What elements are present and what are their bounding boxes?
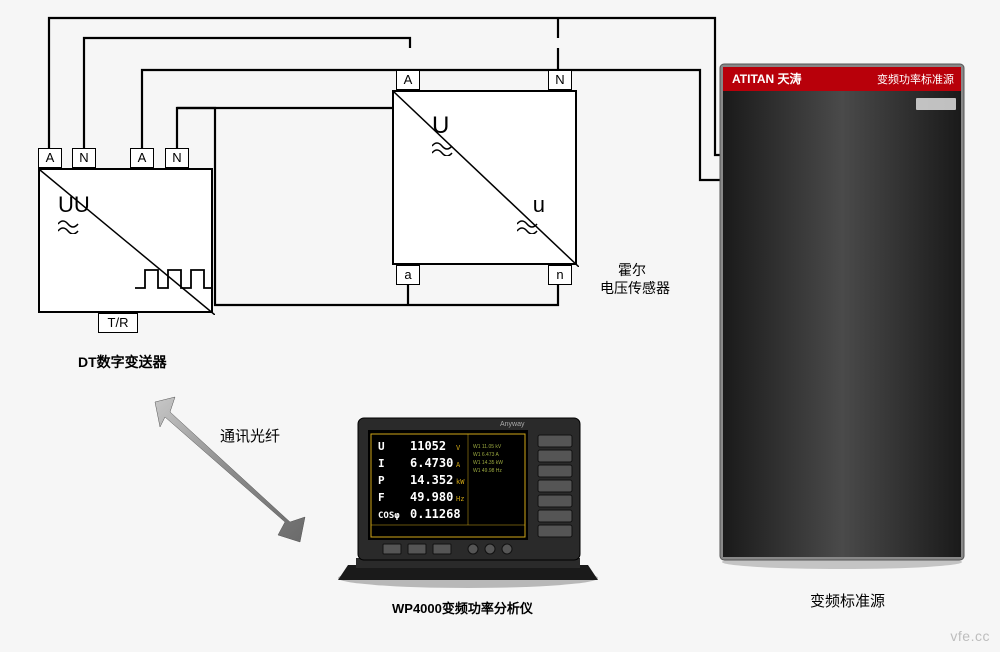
svg-text:W1 49.98 Hz: W1 49.98 Hz bbox=[473, 468, 502, 474]
dt-inner-uu: UU bbox=[58, 192, 90, 218]
hall-u-upper: U bbox=[432, 112, 449, 140]
svg-text:W1 6.473 A: W1 6.473 A bbox=[473, 452, 500, 458]
hall-term-a-top: A bbox=[396, 70, 420, 90]
dt-label: DT数字变送器 bbox=[78, 352, 167, 372]
analyzer-label: WP4000变频功率分析仪 bbox=[392, 598, 533, 617]
svg-text:I: I bbox=[378, 457, 385, 470]
svg-text:14.352: 14.352 bbox=[410, 473, 453, 487]
cabinet-label: 变频标准源 bbox=[810, 590, 885, 611]
svg-text:W1 11.05 kV: W1 11.05 kV bbox=[473, 444, 502, 450]
svg-text:Anyway: Anyway bbox=[500, 421, 525, 428]
analyzer-device: Anyway U11052VI6.4730AP14.352kWF49.980Hz… bbox=[328, 410, 608, 590]
svg-text:11052: 11052 bbox=[410, 439, 446, 453]
svg-text:U: U bbox=[378, 440, 385, 453]
hall-label-2: 电压传感器 bbox=[600, 278, 670, 298]
hall-term-n-bot: n bbox=[548, 265, 572, 285]
comm-fiber-arrow bbox=[140, 392, 320, 567]
svg-text:ATITAN 天涛: ATITAN 天涛 bbox=[732, 71, 802, 86]
hall-term-n-top: N bbox=[548, 70, 572, 90]
svg-text:W1 14.35 kW: W1 14.35 kW bbox=[473, 460, 503, 466]
svg-text:COSφ: COSφ bbox=[378, 511, 400, 521]
dt-transmitter-box: UU bbox=[38, 168, 213, 313]
dt-term-a1: A bbox=[38, 148, 62, 168]
hall-wave-upper bbox=[432, 142, 462, 161]
comm-fiber-label: 通讯光纤 bbox=[220, 425, 280, 446]
hall-u-lower: u bbox=[533, 192, 545, 218]
hall-wave-lower bbox=[517, 220, 547, 239]
dt-wave bbox=[58, 218, 88, 239]
svg-text:0.11268: 0.11268 bbox=[410, 507, 461, 521]
watermark: vfe.cc bbox=[950, 628, 990, 644]
svg-text:49.980: 49.980 bbox=[410, 490, 453, 504]
cabinet-device: ATITAN 天涛 变频功率标准源 bbox=[718, 62, 966, 570]
svg-text:P: P bbox=[378, 474, 385, 487]
svg-text:kW: kW bbox=[456, 478, 465, 486]
hall-term-a-bot: a bbox=[396, 265, 420, 285]
hall-label-1: 霍尔 bbox=[618, 260, 646, 280]
dt-term-a2: A bbox=[130, 148, 154, 168]
svg-text:变频功率标准源: 变频功率标准源 bbox=[877, 72, 954, 86]
svg-text:6.4730: 6.4730 bbox=[410, 456, 453, 470]
dt-term-tr: T/R bbox=[98, 313, 138, 333]
hall-sensor-box: U u bbox=[392, 90, 577, 265]
dt-term-n2: N bbox=[165, 148, 189, 168]
svg-text:F: F bbox=[378, 491, 385, 504]
svg-text:Hz: Hz bbox=[456, 495, 464, 503]
dt-term-n1: N bbox=[72, 148, 96, 168]
